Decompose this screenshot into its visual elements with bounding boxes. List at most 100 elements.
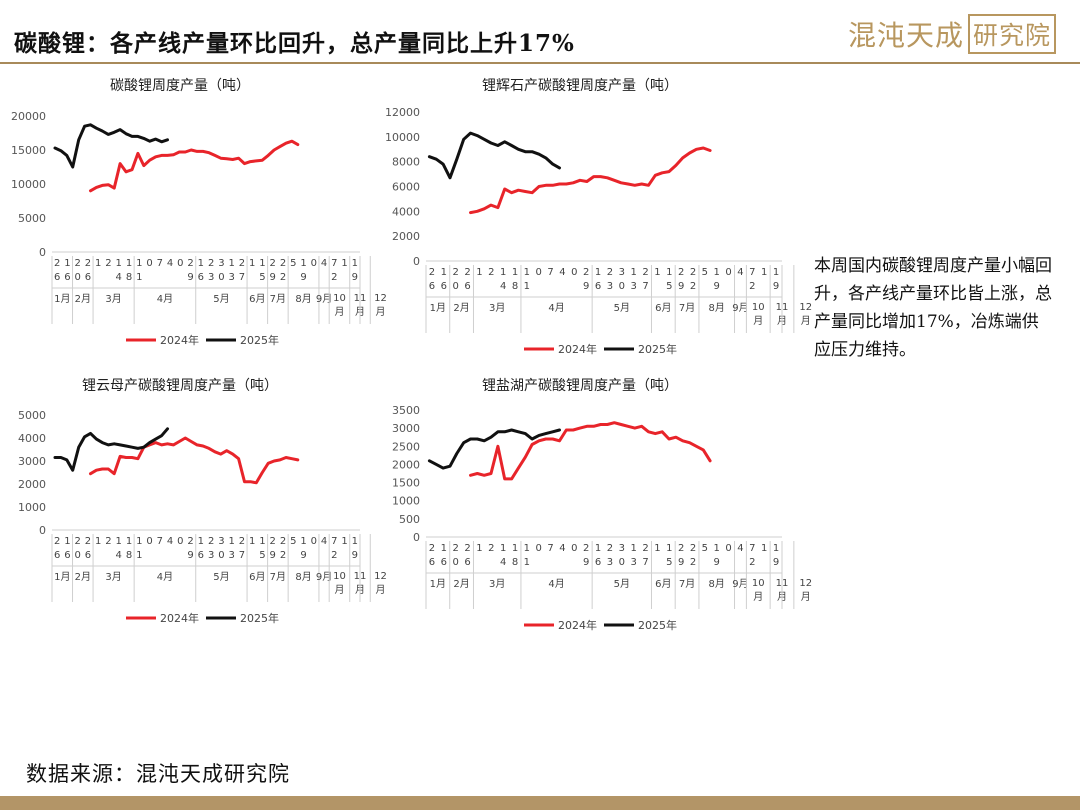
x-tick-label: 2 [488,543,494,554]
x-tick-label: 1 [654,543,660,554]
chart-title: 锂辉石产碳酸锂周度产量（吨） [482,78,678,94]
month-label: 12 [374,293,387,304]
x-tick-label: 2 [642,543,648,554]
x-tick-label: 2 [607,267,613,278]
x-tick-label: 7 [547,267,553,278]
x-tick-label: 9 [714,281,720,292]
y-tick-label: 5000 [18,409,46,422]
x-tick-label: 3 [228,550,234,561]
x-tick-label: 1 [595,543,601,554]
x-tick-label: 2 [208,536,214,547]
x-tick-label: 2 [74,258,80,269]
x-tick-label: 7 [331,258,337,269]
x-tick-label: 1 [352,258,358,269]
x-tick-label: 7 [239,272,245,283]
legend-label: 2025年 [638,618,677,632]
x-tick-label: 0 [571,543,577,554]
x-tick-label: 1 [630,267,636,278]
y-tick-label: 2000 [392,230,420,243]
x-tick-label: 0 [74,550,80,561]
legend-label: 2025年 [240,333,279,347]
x-tick-label: 9 [773,557,779,568]
x-tick-label: 2 [583,267,589,278]
x-tick-label: 2 [690,543,696,554]
x-tick-label: 3 [218,536,224,547]
x-tick-label: 9 [714,557,720,568]
month-label: 6月 [655,578,671,590]
x-tick-label: 1 [300,258,306,269]
month-label: 月 [753,315,763,327]
x-tick-label: 6 [85,550,91,561]
chart-title: 锂盐湖产碳酸锂周度产量（吨） [482,378,678,394]
x-tick-label: 2 [452,543,458,554]
x-tick-label: 3 [607,557,613,568]
x-tick-label: 1 [630,543,636,554]
x-tick-label: 6 [64,550,70,561]
month-label: 5月 [614,578,630,590]
chart-title: 锂云母产碳酸锂周度产量（吨） [82,378,278,394]
x-tick-label: 1 [524,557,530,568]
x-tick-label: 2 [239,536,245,547]
month-label: 9月 [732,302,748,314]
x-tick-label: 1 [259,258,265,269]
x-tick-label: 9 [352,550,358,561]
x-tick-label: 1 [136,258,142,269]
x-tick-label: 1 [761,543,767,554]
x-tick-label: 2 [187,536,193,547]
x-tick-label: 7 [642,281,648,292]
x-tick-label: 1 [476,543,482,554]
month-label: 7月 [679,578,695,590]
x-tick-label: 3 [607,281,613,292]
x-tick-label: 9 [270,550,276,561]
x-tick-label: 1 [116,258,122,269]
x-tick-label: 3 [208,272,214,283]
x-tick-label: 9 [352,272,358,283]
x-tick-label: 1 [524,543,530,554]
x-tick-label: 6 [198,550,204,561]
page-title: 碳酸锂：各产线产量环比回升，总产量同比上升17% [14,30,575,57]
x-tick-label: 2 [187,258,193,269]
x-tick-label: 9 [270,272,276,283]
month-label: 月 [801,315,811,327]
y-tick-label: 3000 [18,455,46,468]
x-tick-label: 0 [218,550,224,561]
month-label: 月 [334,306,344,318]
x-tick-label: 6 [54,272,60,283]
x-tick-label: 7 [157,536,163,547]
x-tick-label: 0 [177,258,183,269]
month-label: 4月 [157,293,173,305]
x-tick-label: 1 [773,543,779,554]
x-tick-label: 3 [619,267,625,278]
x-tick-label: 2 [239,258,245,269]
month-label: 月 [801,591,811,603]
x-tick-label: 5 [259,550,265,561]
x-tick-label: 5 [259,272,265,283]
x-tick-label: 7 [331,536,337,547]
x-tick-label: 2 [270,536,276,547]
month-label: 7月 [679,302,695,314]
month-label: 2月 [453,302,469,314]
x-tick-label: 2 [690,557,696,568]
x-tick-label: 1 [500,543,506,554]
y-tick-label: 10000 [385,131,420,144]
x-tick-label: 7 [239,550,245,561]
y-tick-label: 0 [39,524,46,537]
x-tick-label: 2 [678,267,684,278]
y-tick-label: 1000 [18,501,46,514]
series-line-2025年 [427,428,561,470]
month-label: 5月 [213,571,229,583]
x-tick-label: 2 [74,536,80,547]
y-tick-label: 10000 [11,178,46,191]
y-tick-label: 3000 [392,422,420,435]
x-tick-label: 6 [441,281,447,292]
x-tick-label: 1 [512,267,518,278]
series-line-2025年 [427,131,561,180]
x-tick-label: 1 [524,267,530,278]
x-tick-label: 4 [737,543,743,554]
legend-label: 2024年 [160,333,199,347]
x-tick-label: 1 [249,536,255,547]
x-tick-label: 2 [331,272,337,283]
x-tick-label: 6 [429,557,435,568]
x-tick-label: 1 [136,550,142,561]
